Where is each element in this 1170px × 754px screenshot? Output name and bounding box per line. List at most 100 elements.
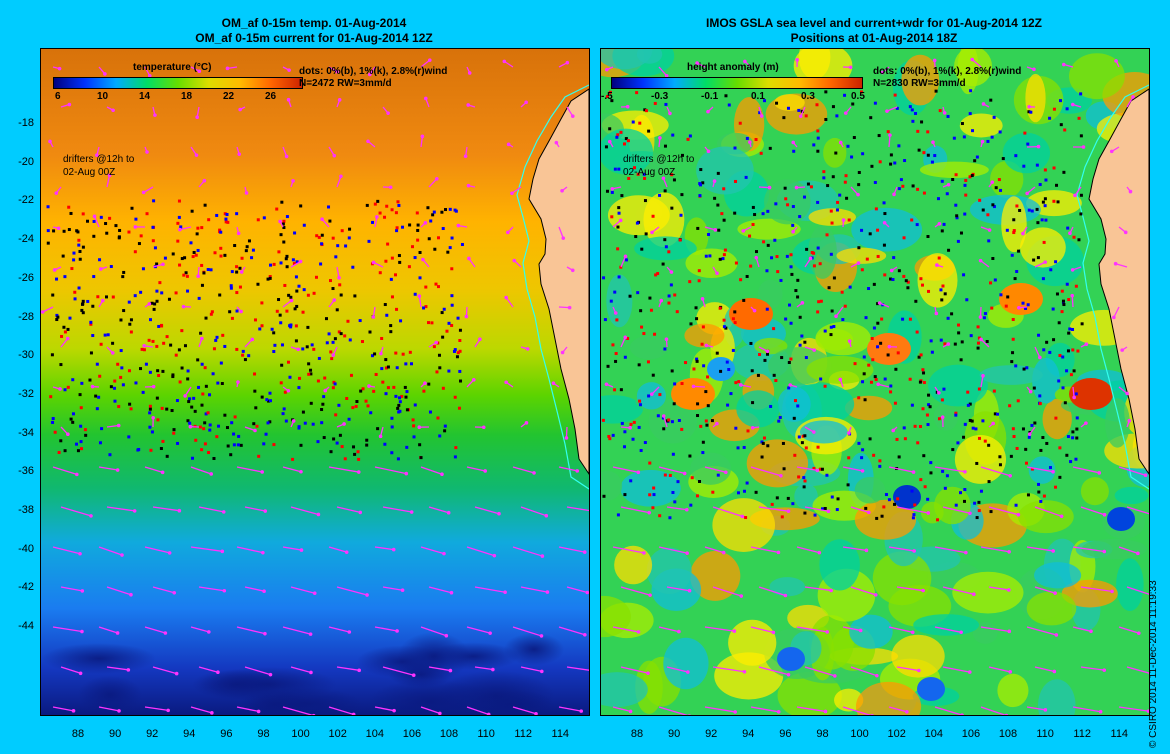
right-drifter-dots	[601, 89, 1084, 522]
drifter-dot	[804, 446, 808, 450]
drifter-dot	[724, 94, 728, 98]
drifter-dot	[226, 220, 230, 224]
drifter-dot	[713, 196, 717, 200]
drifter-dot	[63, 330, 67, 334]
right-dots-note: dots: 0%(b), 1%(k), 2.8%(r)wind N=2830 R…	[873, 66, 1021, 90]
current-vector	[60, 586, 83, 592]
drifter-dot	[51, 420, 55, 424]
drifter-dot	[177, 199, 181, 203]
drifter-dot	[77, 286, 81, 290]
drifter-dot	[906, 280, 910, 284]
eddy-blob	[777, 386, 811, 422]
current-vector	[236, 626, 266, 635]
drifter-dot	[223, 344, 227, 348]
left-title: OM_af 0-15m temp. 01-Aug-2014 OM_af 0-15…	[40, 16, 588, 46]
drifter-dot	[218, 228, 222, 232]
drifter-dot	[253, 389, 257, 393]
drifter-dot	[937, 417, 941, 421]
drifter-dot	[678, 238, 682, 242]
current-vector-head	[172, 591, 177, 595]
current-vector-head	[838, 377, 843, 382]
drifter-dot	[224, 217, 228, 221]
eddy-blob	[754, 337, 788, 355]
drifter-dot	[933, 154, 937, 158]
drifter-dot	[282, 407, 286, 411]
current-vector-head	[278, 219, 282, 224]
drifter-dot	[928, 405, 932, 409]
current-vector-head	[177, 508, 182, 513]
colorbar-tick-label: 0.1	[751, 91, 765, 102]
drifter-dot	[301, 410, 305, 414]
drifter-dot	[320, 233, 324, 237]
right-current-vectors	[604, 57, 1149, 715]
drifter-dot	[692, 367, 696, 371]
drifter-dot	[775, 255, 779, 259]
drifter-dot	[922, 381, 926, 385]
current-vector-head	[54, 191, 59, 195]
eddy-blob	[606, 274, 633, 328]
drifter-dot	[696, 414, 700, 418]
drifter-dot	[404, 362, 408, 366]
current-vector-head	[446, 510, 451, 515]
drifter-dot	[155, 289, 159, 293]
current-vector-head	[442, 551, 446, 556]
drifter-dot	[943, 486, 947, 490]
drifter-dot	[89, 322, 93, 326]
height-anomaly-map-panel: height anomaly (m) -.5 -0.3 -0.1 0.1 0.3 0.5 …	[600, 48, 1150, 716]
drifter-dot	[418, 443, 422, 447]
current-vector-head	[296, 347, 301, 352]
drifter-dot	[413, 403, 417, 407]
drifter-dot	[758, 111, 762, 115]
current-vector	[374, 466, 407, 475]
drifter-dot	[963, 422, 967, 426]
drifter-dot	[873, 101, 877, 105]
drifter-dot	[335, 308, 339, 312]
drifter-dot	[55, 318, 59, 322]
drifter-dot	[79, 440, 83, 444]
drifter-dot	[623, 445, 627, 449]
drifter-dot	[887, 498, 891, 502]
drifter-dot	[240, 256, 244, 260]
drifter-dot	[59, 439, 63, 443]
drifter-dot	[765, 269, 769, 273]
current-vector-head	[1027, 105, 1031, 109]
drifter-dot	[158, 281, 162, 285]
drifter-dot	[235, 212, 239, 216]
drifter-dot	[783, 186, 787, 190]
current-vector-head	[636, 470, 641, 475]
longitude-tick-label: 110	[477, 728, 495, 740]
drifter-dot	[141, 267, 145, 271]
longitude-tick-label: 100	[850, 728, 869, 740]
current-vector	[190, 546, 223, 552]
drifter-dot	[1065, 453, 1069, 457]
drifter-dot	[383, 303, 387, 307]
drifter-dot	[1048, 466, 1052, 470]
drifter-dot	[611, 343, 615, 347]
eddy-blob	[1061, 579, 1118, 608]
drifter-dot	[613, 388, 617, 392]
drifter-dot	[1067, 331, 1071, 335]
drifter-dot	[786, 106, 790, 110]
drifter-dot	[351, 406, 355, 410]
drifter-dot	[801, 434, 805, 438]
current-vector	[428, 586, 452, 594]
drifter-dot	[614, 359, 618, 363]
drifter-dot	[224, 220, 228, 224]
longitude-tick-label: 102	[328, 728, 347, 740]
drifter-dot	[1041, 436, 1045, 440]
drifter-dot	[817, 300, 821, 304]
current-vector-head	[946, 342, 951, 346]
drifter-dot	[987, 443, 991, 447]
latitude-tick-label: -34	[18, 426, 34, 439]
eddy-blob	[1116, 558, 1144, 612]
drifter-dot	[192, 396, 196, 400]
drifter-dot	[784, 317, 788, 321]
current-vector	[60, 666, 81, 674]
drifter-dot	[152, 307, 156, 311]
drifter-dot	[902, 274, 906, 278]
drifter-dot	[370, 354, 374, 358]
current-vector-head	[291, 179, 295, 183]
drifter-dot	[280, 363, 284, 367]
drifter-dot	[161, 439, 165, 443]
drifter-dot	[117, 235, 121, 239]
